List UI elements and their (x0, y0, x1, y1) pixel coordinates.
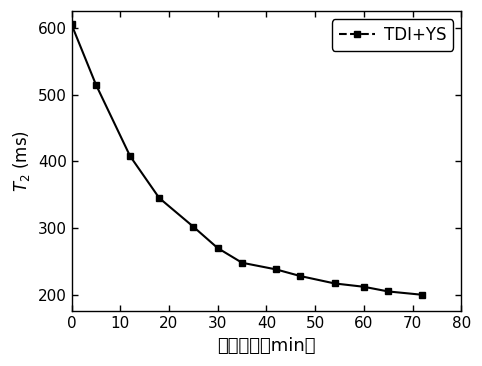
TDI+YS (273, 267, 279, 272)
Line: TDI+YS: TDI+YS (68, 21, 426, 298)
Legend: TDI+YS: TDI+YS (332, 19, 453, 51)
TDI+YS (68, 22, 74, 27)
TDI+YS (93, 82, 99, 87)
TDI+YS (332, 281, 337, 285)
TDI+YS (127, 154, 133, 158)
X-axis label: 反应时间（min）: 反应时间（min） (217, 337, 316, 355)
TDI+YS (361, 285, 367, 289)
TDI+YS (385, 289, 391, 294)
TDI+YS (156, 196, 162, 200)
TDI+YS (419, 292, 425, 297)
TDI+YS (297, 274, 303, 278)
TDI+YS (215, 246, 221, 250)
Y-axis label: $\it{T}_2$ (ms): $\it{T}_2$ (ms) (11, 130, 32, 192)
TDI+YS (239, 261, 245, 265)
TDI+YS (190, 224, 196, 229)
